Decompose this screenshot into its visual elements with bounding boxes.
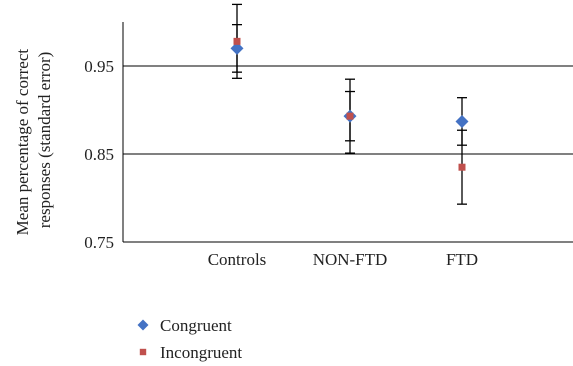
legend-marker-congruent: [137, 319, 149, 331]
point-congruent: [455, 114, 469, 128]
error-bars: [232, 3, 467, 205]
point-incongruent: [458, 163, 466, 171]
y-tick-label: 0.75: [84, 233, 114, 252]
y-axis-title: Mean percentage of correct responses (st…: [13, 45, 54, 236]
x-tick-label: Controls: [208, 250, 267, 269]
legend: Congruent Incongruent: [137, 316, 242, 362]
data-points: [230, 37, 469, 171]
x-tick-label: FTD: [446, 250, 478, 269]
x-tick-labels: Controls NON-FTD FTD: [208, 250, 478, 269]
gridlines: [123, 65, 573, 243]
legend-label: Congruent: [160, 316, 232, 335]
x-tick-label: NON-FTD: [313, 250, 388, 269]
y-axis-title-line-2: responses (standard error): [35, 52, 54, 229]
point-incongruent: [233, 37, 241, 45]
y-tick-label: 0.95: [84, 57, 114, 76]
legend-marker-incongruent: [139, 348, 147, 356]
y-tick-labels: 0.75 0.85 0.95: [84, 57, 114, 252]
point-incongruent: [346, 112, 354, 120]
point-congruent: [230, 41, 244, 55]
y-tick-label: 0.85: [84, 145, 114, 164]
y-axis-title-line-1: Mean percentage of correct: [13, 49, 32, 236]
legend-label: Incongruent: [160, 343, 242, 362]
